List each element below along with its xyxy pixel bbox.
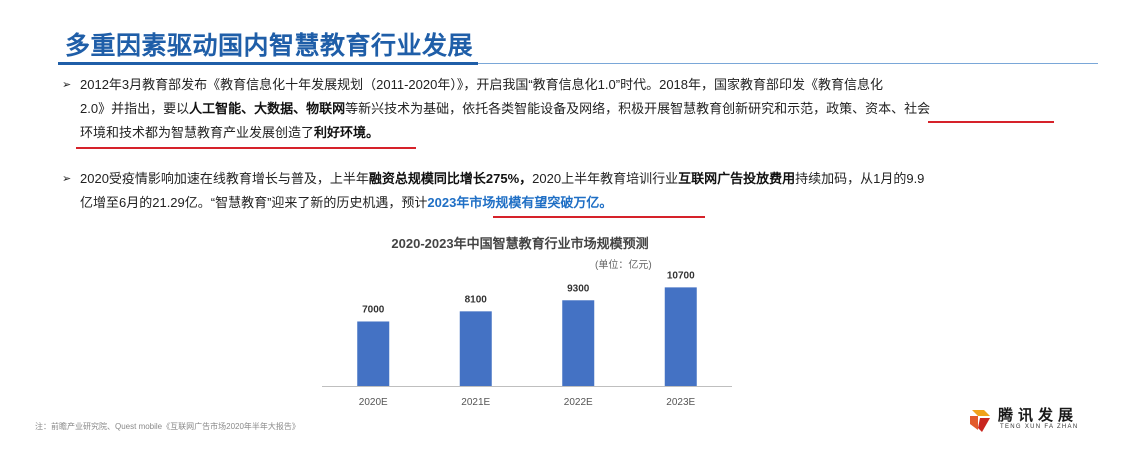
bullet-2-text-2a: 亿增至6月的21.29亿。“智慧教育”迎来了新的历史机遇，预计 xyxy=(80,195,428,210)
bar-2023E xyxy=(664,287,697,386)
x-tick-label-2021E: 2021E xyxy=(461,397,490,408)
data-label-2023E: 10700 xyxy=(667,270,695,281)
bar-chart: 7000 2020E 8100 2021E 9300 2022E 10700 2023E xyxy=(322,270,732,408)
bullet-1-text-2d: 政策、资本、社会 xyxy=(826,101,931,116)
red-underline-2 xyxy=(493,216,705,218)
bullet-2-text-1e: 持续加码，从1月的9.9 xyxy=(795,171,925,186)
chart-title: 2020-2023年中国智慧教育行业市场规模预测 xyxy=(391,236,649,251)
bullet-1-text-1: 2012年3月教育部发布《教育信息化十年发展规划（2011-2020年）》，开启… xyxy=(80,77,884,92)
bullet-marker: ➢ xyxy=(62,173,72,185)
x-tick-label-2023E: 2023E xyxy=(666,397,695,408)
footnote: 注：前瞻产业研究院、Quest mobile《互联网广告市场2020年半年大报告… xyxy=(35,422,300,431)
x-tick-label-2022E: 2022E xyxy=(564,397,593,408)
red-underline-1b xyxy=(76,147,416,149)
title-rule-thin xyxy=(478,63,1098,64)
bar-2021E xyxy=(459,311,492,386)
logo-text-cn: 腾讯发展 xyxy=(998,407,1079,424)
logo-text-en: TENG XUN FA ZHAN xyxy=(1000,424,1079,430)
bullet-1-text-2c: 等新兴技术为基础，依托各类智能设备及网络，积极开展智慧教育创新研究和示范， xyxy=(345,101,827,116)
bullet-1-line-1: 2012年3月教育部发布《教育信息化十年发展规划（2011-2020年）》，开启… xyxy=(64,73,1074,97)
bullet-1-bold-tech: 人工智能、大数据、物联网 xyxy=(189,101,346,116)
bullet-1: ➢ 2012年3月教育部发布《教育信息化十年发展规划（2011-2020年）》，… xyxy=(62,73,1074,145)
bullet-2-highlight: 2023年市场规模有望突破万亿。 xyxy=(427,195,613,210)
bullet-2-bold-ads: 互联网广告投放费用 xyxy=(678,171,796,186)
data-label-2022E: 9300 xyxy=(567,283,590,294)
bullet-2-text-1a: 2020受疫情影响加速在线教育增长与普及，上半年 xyxy=(80,171,369,186)
x-tick-label-2020E: 2020E xyxy=(359,397,388,408)
data-label-2021E: 8100 xyxy=(465,294,488,305)
bullet-1-text-3a: 环境和技术都为智慧教育产业发展创造了 xyxy=(80,125,315,140)
page-title: 多重因素驱动国内智慧教育行业发展 xyxy=(65,32,474,60)
bullet-2-line-2: 亿增至6月的21.29亿。“智慧教育”迎来了新的历史机遇，预计2023年市场规模… xyxy=(64,191,1074,215)
bullet-1-line-3: 环境和技术都为智慧教育产业发展创造了利好环境。 xyxy=(64,121,1074,145)
bullet-1-text-2a: 2.0》并指出，要以 xyxy=(80,101,190,116)
bullet-2-bold-funding: 融资总规模同比增长275%， xyxy=(368,171,533,186)
bar-2022E xyxy=(562,300,595,386)
bullet-1-bold-env: 利好环境。 xyxy=(314,125,380,140)
data-label-2020E: 7000 xyxy=(362,304,385,315)
bullet-marker: ➢ xyxy=(62,79,72,91)
chart-unit: (单位：亿元) xyxy=(595,260,652,271)
bullet-2: ➢ 2020受疫情影响加速在线教育增长与普及，上半年融资总规模同比增长275%，… xyxy=(62,167,1074,215)
logo-mark-icon xyxy=(970,410,990,432)
red-underline-1a xyxy=(928,121,1054,123)
bullet-2-line-1: 2020受疫情影响加速在线教育增长与普及，上半年融资总规模同比增长275%，20… xyxy=(64,167,1074,191)
bar-2020E xyxy=(357,321,390,386)
bullet-1-line-2: 2.0》并指出，要以人工智能、大数据、物联网等新兴技术为基础，依托各类智能设备及… xyxy=(64,97,1074,121)
title-rule xyxy=(58,62,478,65)
bullet-2-text-1c: 2020上半年教育培训行业 xyxy=(532,171,679,186)
company-logo: 腾讯发展 TENG XUN FA ZHAN xyxy=(968,402,1088,438)
